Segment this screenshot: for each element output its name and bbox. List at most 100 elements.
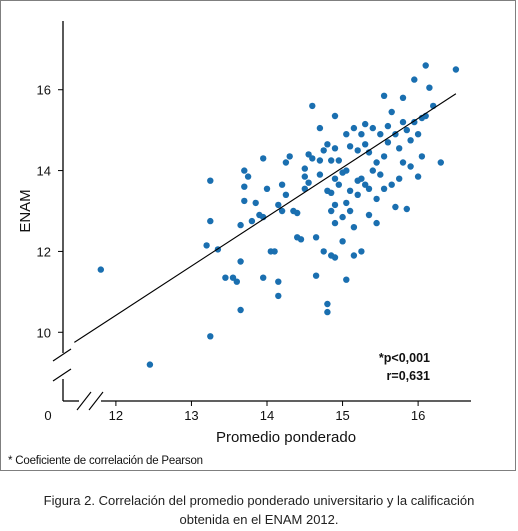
y-tick-label: 12 <box>37 244 51 259</box>
y-axis-break-mark <box>52 348 72 362</box>
data-point <box>339 238 346 245</box>
y-axis-break-mark <box>52 368 72 382</box>
scatter-plot: 12 13 14 15 16 10 12 14 16 0 Promedio ponderado EN… <box>17 21 471 446</box>
data-point <box>233 278 240 285</box>
x-tick-label: 12 <box>109 408 123 423</box>
data-point <box>362 141 369 148</box>
footnote: * Coeficiente de correlación de Pearson <box>8 455 203 467</box>
data-point <box>305 179 312 186</box>
data-point <box>241 183 248 190</box>
data-point <box>271 248 278 255</box>
data-point <box>380 153 388 160</box>
x-tick-label: 16 <box>411 408 425 423</box>
y-tick-label: 10 <box>37 325 51 340</box>
data-point <box>331 201 339 209</box>
data-point <box>380 185 388 192</box>
data-point <box>301 165 308 172</box>
data-point <box>335 181 342 188</box>
data-point <box>407 163 414 170</box>
x-tick-label: 13 <box>184 408 198 423</box>
axes: 12 13 14 15 16 10 12 14 16 0 <box>37 21 471 423</box>
data-point <box>312 272 320 279</box>
data-point <box>320 248 327 255</box>
data-point <box>237 221 244 229</box>
data-point <box>320 147 327 154</box>
data-point <box>388 181 395 188</box>
data-point <box>203 242 210 249</box>
data-point <box>343 199 350 207</box>
data-point <box>275 278 282 285</box>
data-point <box>237 306 244 314</box>
data-point <box>414 131 422 138</box>
data-point <box>260 274 267 281</box>
data-point <box>222 274 229 281</box>
data-point <box>373 195 380 203</box>
data-point <box>358 248 365 255</box>
x-axis-label: Promedio ponderado <box>216 429 356 446</box>
data-point <box>426 84 433 91</box>
data-point <box>316 157 324 164</box>
data-point <box>384 139 392 146</box>
data-point <box>286 153 293 160</box>
data-points <box>97 62 460 368</box>
data-point <box>399 118 407 126</box>
data-point <box>384 122 392 130</box>
data-point <box>343 276 350 283</box>
data-point <box>396 175 403 182</box>
data-point <box>328 189 335 196</box>
data-point <box>339 213 346 221</box>
data-point <box>365 185 373 192</box>
y-axis-label: ENAM <box>17 189 34 232</box>
data-point <box>399 159 407 166</box>
data-point <box>411 76 418 83</box>
data-point <box>373 219 380 227</box>
p-value-annotation: *p<0,001 <box>378 351 430 365</box>
data-point <box>377 131 384 138</box>
data-point <box>207 217 214 225</box>
data-point <box>278 207 286 215</box>
data-point <box>350 224 358 231</box>
data-point <box>309 155 316 162</box>
data-point <box>362 120 369 128</box>
data-point <box>346 187 354 194</box>
data-point <box>297 236 305 243</box>
data-point <box>252 199 259 207</box>
data-point <box>312 234 320 241</box>
figure-frame: 12 13 14 15 16 10 12 14 16 0 Promedio ponderado EN… <box>0 0 516 471</box>
x-tick-label: 14 <box>260 408 274 423</box>
data-point <box>146 361 154 368</box>
x-axis-break-mark <box>88 391 104 411</box>
data-point <box>354 191 361 198</box>
data-point <box>377 171 384 178</box>
data-point <box>241 197 248 205</box>
caption-line-1: Figura 2. Correlación del promedio ponde… <box>43 493 475 508</box>
data-point <box>316 171 324 178</box>
data-point <box>392 203 399 211</box>
data-point <box>350 124 358 132</box>
axis-labels: Promedio ponderado ENAM <box>17 189 356 446</box>
data-point <box>328 207 335 215</box>
data-point <box>365 211 373 219</box>
data-point <box>331 175 339 182</box>
data-point <box>396 145 403 152</box>
data-point <box>350 252 358 259</box>
data-point <box>362 181 369 188</box>
data-point <box>380 92 388 100</box>
data-point <box>324 141 331 148</box>
data-point <box>248 217 256 225</box>
data-point <box>282 159 290 166</box>
data-point <box>331 219 339 227</box>
data-point <box>324 300 331 308</box>
data-point <box>373 159 380 166</box>
data-point <box>331 254 339 261</box>
data-point <box>301 173 308 180</box>
x-axis-break-mark <box>76 391 92 411</box>
data-point <box>263 185 271 192</box>
data-point <box>407 137 414 144</box>
data-point <box>294 209 301 217</box>
data-point <box>403 126 410 134</box>
data-point <box>207 333 214 340</box>
caption-line-2: obtenida en el ENAM 2012. <box>179 512 339 527</box>
data-point <box>403 205 410 213</box>
data-point <box>244 173 252 180</box>
